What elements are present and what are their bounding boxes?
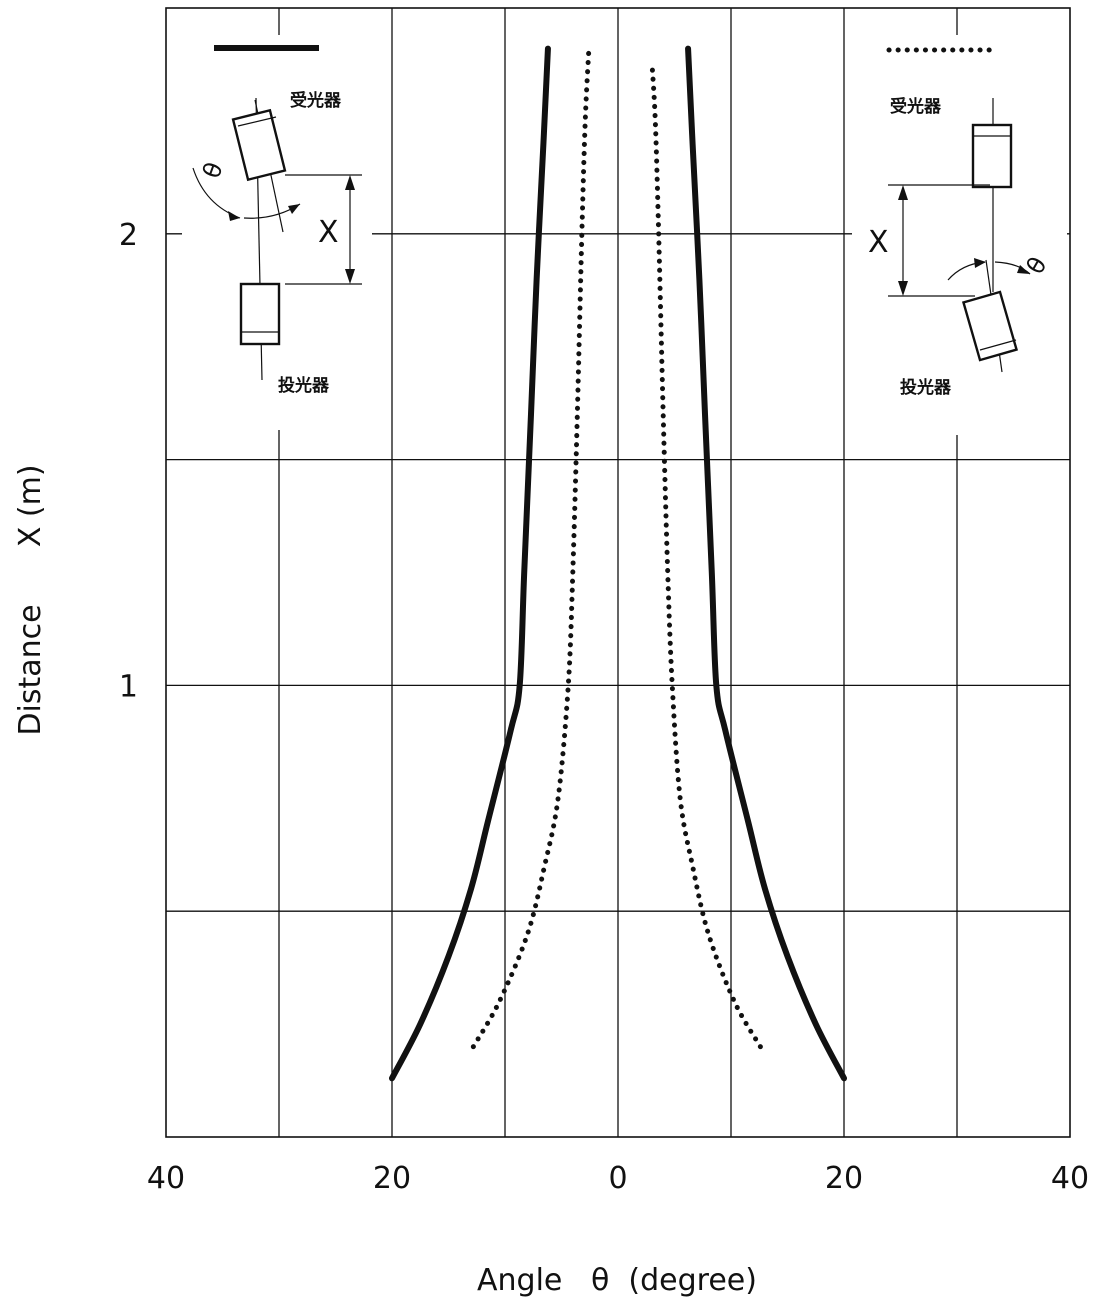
x-tick-label: 40 — [147, 1161, 185, 1196]
x-tick-label: 20 — [373, 1161, 411, 1196]
emitter-label: 投光器 — [900, 377, 952, 398]
series-dotted-left — [470, 50, 592, 1050]
receiver-label: 受光器 — [890, 96, 942, 117]
series-solid-right — [685, 45, 847, 1082]
distance-symbol: X — [868, 225, 889, 260]
receiver-icon — [231, 108, 287, 182]
y-axis-title: Distance X (m) — [13, 464, 48, 735]
legend-dotted-inset: 受光器 X θ 投光器 — [852, 35, 1067, 435]
x-tick-label: 0 — [608, 1161, 627, 1196]
receiver-label: 受光器 — [290, 90, 342, 111]
series-solid-left — [389, 45, 551, 1082]
x-tick-labels: 40 20 0 20 40 — [147, 1161, 1089, 1196]
y-tick-label: 2 — [119, 218, 138, 253]
x-tick-label: 40 — [1051, 1161, 1089, 1196]
x-tick-label: 20 — [825, 1161, 863, 1196]
series-dotted-right — [649, 59, 763, 1050]
receiver-icon — [971, 123, 1013, 189]
series-layer — [389, 45, 847, 1082]
x-axis-title: Angle θ (degree) — [477, 1263, 757, 1298]
distance-symbol: X — [318, 215, 339, 250]
legend-solid-inset: 受光器 θ X 投光器 — [182, 35, 372, 430]
emitter-label: 投光器 — [278, 375, 330, 396]
y-tick-label: 1 — [119, 669, 138, 704]
emitter-icon — [239, 282, 281, 346]
plot-frame — [165, 7, 1071, 1138]
y-tick-labels: 12 — [119, 218, 138, 705]
